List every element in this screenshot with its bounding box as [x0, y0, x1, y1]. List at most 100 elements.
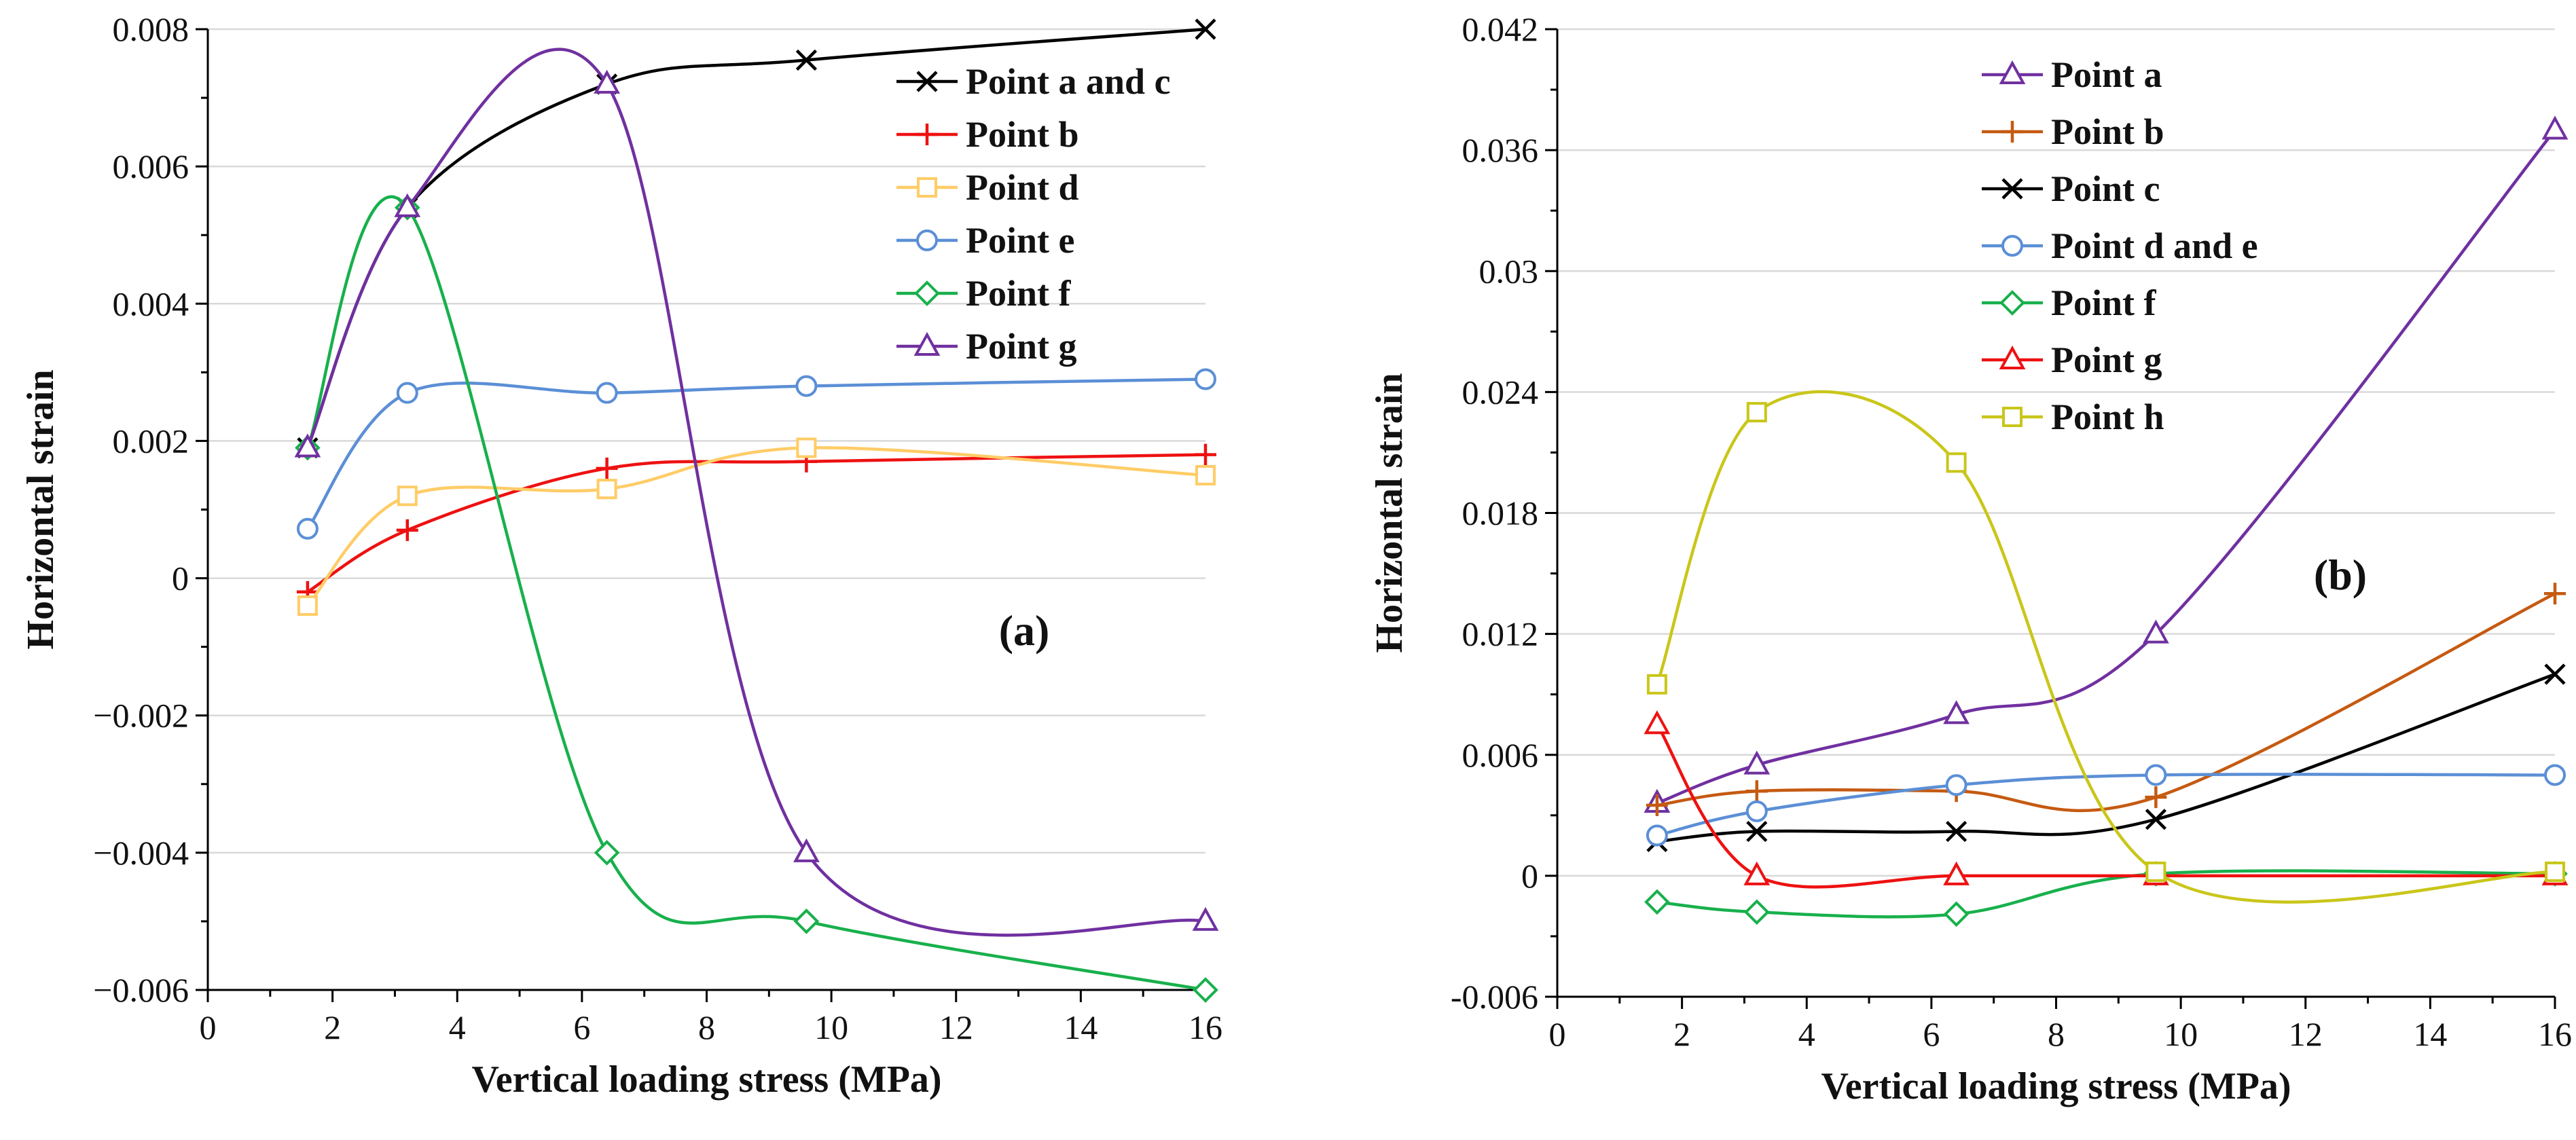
chart-b-series-point-c-point-4-stroke-2 [2145, 809, 2166, 830]
chart-a-series-point-b-point-2 [396, 519, 418, 541]
chart-a-series-point-a-and-c-point-4-stroke-2 [795, 49, 817, 71]
chart-b-series-point-c-point-3 [1946, 820, 1967, 843]
chart-a-y-tick-label: −0.004 [93, 834, 189, 872]
chart-a-legend-item-point-g-marker [913, 331, 941, 356]
chart-b-x-tick-label: 14 [2413, 1015, 2447, 1053]
chart-b-legend-item-point-h-marker [2002, 407, 2022, 427]
chart-b-series-point-b-line [1655, 592, 2557, 813]
chart-b-x-axis-label: Vertical loading stress (MPa) [1821, 1065, 2291, 1107]
chart-b-legend-item-point-b-marker [2001, 121, 2023, 143]
chart-b-series-point-a [1644, 115, 2569, 813]
chart-b-series-point-g-point-1 [1644, 710, 1671, 735]
chart-b-series-point-c [1646, 663, 2566, 852]
chart-b-series-point-c-point-4 [2145, 809, 2166, 830]
chart-a-series-point-b-line [306, 453, 1208, 594]
chart-a-y-tick-label: 0.006 [113, 147, 189, 185]
chart-b-x-tick-label: 4 [1798, 1015, 1815, 1053]
chart-a-series-point-b-point-3 [596, 457, 618, 479]
chart-b-series-point-h-point-3 [1946, 452, 1967, 473]
chart-b-x-tick-label: 10 [2164, 1015, 2198, 1053]
chart-b-series-point-b-point-4 [2145, 786, 2167, 809]
chart-b-series-point-g-point-3 [1943, 861, 1970, 885]
chart-b-x-tick-label: 16 [2538, 1015, 2572, 1053]
chart-a-legend-item-point-e-marker [916, 229, 938, 251]
chart-a-legend-item-point-b: Point b [896, 114, 1079, 155]
chart-b-series-point-c-point-2 [1746, 820, 1768, 843]
chart-a-series-point-f-line [306, 195, 1208, 992]
chart-a-series-point-e-point-3 [596, 382, 618, 404]
chart-b-legend-item-point-f-marker [1999, 290, 2025, 316]
chart-panel-b: -0.006 0 0.006 0.012 0.018 0.024 0.03 0.036 0.04… [1368, 10, 2572, 1107]
chart-a-series-point-f-point-4 [793, 908, 820, 934]
chart-b-legend-item-point-d-and-e-label: Point d and e [2051, 225, 2258, 266]
chart-a-legend-item-point-e: Point e [896, 220, 1074, 261]
chart-b-y-tick-label: 0.024 [1462, 373, 1539, 411]
chart-a-y-tick-label: 0.008 [113, 10, 189, 48]
chart-b-series-point-a-point-2 [1743, 750, 1771, 775]
chart-b-series-point-h [1646, 390, 2565, 904]
chart-a-x-tick-label: 8 [698, 1008, 715, 1046]
chart-a-panel-label: (a) [999, 606, 1050, 655]
chart-b-y-tick-label: 0.042 [1462, 10, 1539, 48]
chart-b-series-point-h-point-5 [2545, 861, 2565, 882]
chart-a-y-tick-label: −0.002 [93, 697, 189, 735]
chart-a-series-point-e [296, 368, 1216, 540]
chart-b-series-point-h-line [1655, 390, 2557, 904]
chart-a-legend-item-point-d-marker [917, 177, 937, 198]
chart-a-series-point-g-line [306, 48, 1208, 937]
chart-b-legend-item-point-b-label: Point b [2051, 111, 2164, 152]
chart-b-x-tick-label: 2 [1673, 1015, 1690, 1053]
chart-b-series-point-b-point-2 [1745, 780, 1768, 803]
chart-a-legend-item-point-d: Point d [896, 167, 1079, 208]
chart-b-series-point-f-point-2 [1743, 899, 1770, 925]
chart-a-series-point-e-point-1 [296, 517, 319, 540]
chart-b-series-point-g-point-2 [1743, 861, 1771, 885]
chart-a-series-point-g-point-2 [394, 193, 421, 217]
chart-a-y-tick-label: 0 [172, 559, 189, 597]
chart-a-legend-item-point-g: Point g [896, 326, 1077, 367]
chart-b-legend-item-point-f: Point f [1982, 282, 2157, 323]
chart-b-y-tick-label: 0.036 [1462, 131, 1539, 169]
chart-b-series-point-f-point-3 [1943, 901, 1970, 927]
chart-b-series-point-d-and-e-point-4 [2145, 764, 2167, 786]
chart-b-legend-item-point-c-label: Point c [2051, 168, 2160, 209]
chart-b-series-point-d-and-e-point-2 [1745, 800, 1768, 822]
chart-b-y-tick-label: -0.006 [1451, 978, 1538, 1016]
chart-b-series-point-h-point-4 [2145, 861, 2166, 882]
chart-b-y-tick-label: 0.006 [1462, 736, 1539, 774]
chart-b-legend-item-point-c-marker-stroke-2 [2001, 178, 2023, 200]
chart-b-x-tick-label: 12 [2289, 1015, 2323, 1053]
chart-a-series-point-g [294, 48, 1219, 937]
chart-b-legend-item-point-g: Point g [1982, 339, 2162, 380]
chart-b-series-point-d-and-e-point-3 [1945, 774, 1967, 796]
chart-a-legend-item-point-f: Point f [896, 273, 1072, 314]
chart-a-legend-item-point-g-label: Point g [966, 326, 1077, 367]
chart-b-series-point-d-and-e-line [1655, 773, 2557, 837]
chart-b-series-point-d-and-e-point-5 [2544, 764, 2566, 786]
chart-b-y-tick-label: 0 [1521, 857, 1538, 895]
chart-a-series-point-g-point-3 [594, 69, 620, 94]
chart-a-x-tick-label: 4 [449, 1008, 466, 1046]
chart-b-legend: Point a Point b Point c Point d and e Point … [1982, 54, 2258, 437]
chart-a-x-tick-label: 12 [939, 1008, 973, 1046]
chart-b-legend-item-point-f-label: Point f [2051, 282, 2157, 323]
chart-a-legend-item-point-a-and-c-marker-stroke-2 [916, 71, 938, 92]
chart-a-series-point-g-point-5 [1192, 906, 1219, 931]
chart-a-legend: Point a and c Point b Point d Point e Point … [896, 61, 1171, 367]
chart-b-legend-item-point-a-marker [1999, 60, 2026, 84]
chart-b-series-point-c-point-5 [2544, 663, 2566, 685]
chart-b-series-point-d-and-e-point-1 [1646, 824, 1668, 847]
chart-b-series-point-f [1644, 861, 2568, 927]
chart-b-legend-item-point-d-and-e-marker [2001, 235, 2023, 257]
chart-a-y-tick-label: 0.004 [113, 284, 189, 323]
chart-a-series-point-f-point-3 [594, 840, 620, 866]
chart-b-series-point-f-point-1 [1644, 889, 1670, 915]
chart-panel-a: −0.006 −0.004 −0.002 0 0.002 0.004 0.006 0.008 0… [20, 10, 1222, 1101]
chart-a-x-tick-label: 14 [1064, 1008, 1097, 1046]
chart-a-y-tick-label: −0.006 [93, 971, 189, 1009]
chart-b-y-tick-label: 0.018 [1462, 494, 1539, 532]
chart-a-series-point-b-point-5 [1195, 443, 1216, 466]
chart-b-legend-item-point-h-label: Point h [2051, 397, 2164, 437]
chart-b-legend-item-point-g-marker [1999, 345, 2026, 369]
chart-b-y-tick-label: 0.03 [1479, 252, 1539, 290]
